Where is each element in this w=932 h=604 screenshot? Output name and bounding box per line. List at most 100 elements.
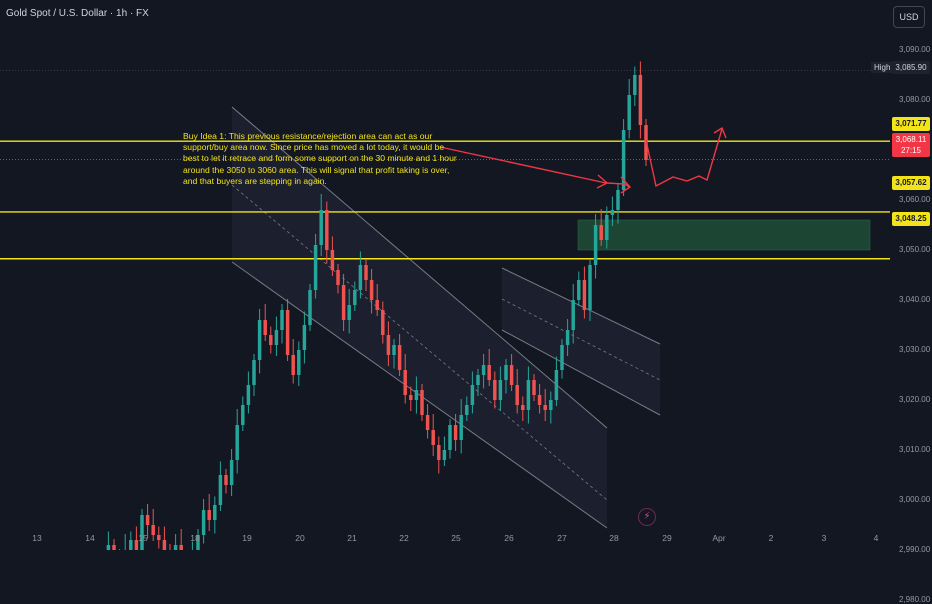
candle-body [577,280,581,300]
y-tick-label: 2,980.00 [899,595,931,604]
candle-body [621,130,626,190]
candle-body [409,395,413,400]
candle-body [465,405,469,415]
candle-body [140,515,144,550]
candle-body [246,385,251,405]
y-tick-label: 3,050.00 [899,245,931,254]
candle-body [453,425,458,440]
candle-body [369,280,374,300]
entry-arrow [606,182,630,188]
x-tick-label: 19 [242,533,252,543]
last-price-value: 3,068.11 [895,135,927,144]
candle-body [201,510,206,535]
symbol-title[interactable]: Gold Spot / U.S. Dollar · 1h · FX [6,8,149,19]
candle-body [218,475,223,505]
x-tick-label: 3 [821,533,827,543]
candle-body [336,270,340,285]
candle-body [129,540,133,550]
channel-1-mid-line [231,184,608,501]
candle-body [207,510,211,520]
y-tick-label: 3,090.00 [899,45,931,54]
candle-body [431,430,435,445]
candle-body [274,330,279,345]
candle-body [560,345,564,370]
x-tick-label: 18 [190,533,200,543]
bar-countdown: 27:15 [900,146,922,155]
candle-body [493,380,497,400]
projection-path [645,128,723,188]
descending-channel-2 [502,268,660,415]
last-price-tag: 3,068.11 27:15 [892,133,930,157]
candle-body [162,540,167,550]
note-arrow [439,146,607,184]
candle-body [252,360,256,385]
y-tick-label: 3,020.00 [899,395,931,404]
candle-body [638,75,643,125]
high-value: 3,085.90 [892,61,930,74]
candle-body [353,290,357,305]
x-tick-label: 25 [451,533,461,543]
candle-body [235,425,239,460]
candle-body [319,210,323,245]
x-tick-label: 15 [138,533,148,543]
candle-body [481,365,486,375]
candle-body [285,310,290,355]
level-label-1: 3,071.77 [892,117,930,131]
candle-body [263,320,267,335]
candle-body [532,380,536,395]
candle-body [414,390,419,400]
candle-body [521,405,525,410]
price-chart[interactable] [0,0,932,550]
x-tick-label: 21 [347,533,357,543]
x-tick-label: 22 [399,533,409,543]
candle-body [145,515,150,525]
candle-body [157,535,161,540]
candle-body [476,375,480,385]
candle-body [633,75,637,95]
candle-body [213,505,217,520]
trade-idea-note: Buy Idea 1: This previous resistance/rej… [183,131,460,186]
projection-arrowhead [713,126,727,139]
candle-body [549,400,553,410]
level-label-3: 3,048.25 [892,212,930,226]
y-tick-label: 3,080.00 [899,95,931,104]
lightning-icon[interactable]: ⚡ [638,508,656,526]
candle-body [364,265,368,280]
candle-body [610,210,615,215]
x-tick-label: 26 [504,533,514,543]
candle-body [224,475,228,485]
candle-body [526,380,531,410]
x-tick-label: 27 [557,533,567,543]
y-tick-label: 3,040.00 [899,295,931,304]
currency-button[interactable]: USD [893,6,925,28]
candle-body [593,225,598,265]
x-tick-label: 14 [85,533,95,543]
high-label: High [871,62,894,73]
channel-1-top-line [231,106,608,429]
candle-body [347,305,351,320]
candle-body [487,365,491,380]
y-tick-label: 3,060.00 [899,195,931,204]
candle-body [442,450,447,460]
candle-body [448,425,452,450]
candle-body [330,250,335,270]
horizontal-levels [0,140,890,260]
candle-body [616,190,620,210]
candle-body [358,265,363,290]
candle-body [392,345,396,355]
candle-body [280,310,284,330]
candle-body [459,415,463,440]
candle-body [504,365,508,380]
x-tick-label: 4 [873,533,879,543]
channel-2-bottom-line [501,329,661,416]
candle-body [588,265,592,310]
candle-body [173,545,178,550]
candle-body [470,385,475,405]
candle-body [313,245,318,290]
candle-body [554,370,559,400]
candle-body [134,540,139,550]
candle-body [420,390,424,415]
candle-body [582,280,587,310]
x-tick-label: 28 [609,533,619,543]
x-tick-label: 29 [662,533,672,543]
